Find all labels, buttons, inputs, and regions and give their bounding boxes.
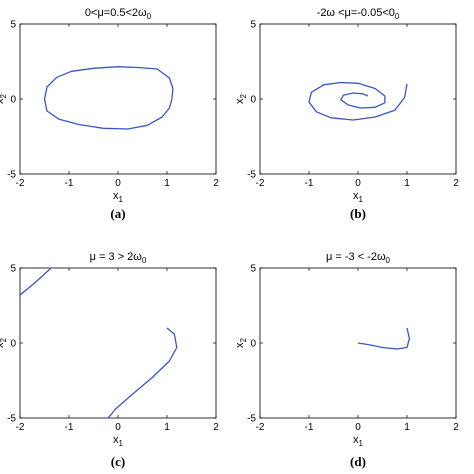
y-axis-label: x2 (0, 93, 8, 104)
x-tick-label: 1 (404, 178, 410, 189)
trajectory-line (20, 246, 72, 260)
axes-box (19, 267, 217, 419)
y-tick-label: -5 (247, 170, 256, 181)
x-tick-label: 1 (164, 178, 170, 189)
panel-caption: (c) (111, 454, 125, 469)
panel-title: μ = 3 > 2ω0 (90, 251, 147, 265)
x-tick-label: 2 (453, 178, 459, 189)
panel-title: μ = -3 < -2ω0 (326, 251, 391, 265)
panel-c: -2 -1 0 1 2 -5 0 5 x1 x2 μ = 3 > 2ω0 (c) (0, 238, 219, 469)
y-tick-label: 0 (250, 339, 256, 350)
y-tick-label: 5 (10, 20, 16, 31)
x-tick-label: -1 (305, 422, 314, 433)
panel-a: -2 -1 0 1 2 -5 0 5 x1 x2 0<μ=0.5<2ω0 (a) (0, 7, 219, 221)
x-tick-label: 0 (355, 178, 361, 189)
trajectory-line (357, 327, 411, 350)
trajectory-line (107, 327, 178, 418)
x-tick-label: 2 (453, 422, 459, 433)
trajectory-line (43, 66, 174, 130)
y-axis-label: x2 (234, 337, 248, 348)
x-tick-label: -1 (65, 178, 74, 189)
panel-caption: (d) (350, 454, 366, 469)
x-tick-label: 0 (115, 422, 121, 433)
x-tick-label: 2 (213, 422, 219, 433)
x-tick-label: -2 (16, 178, 25, 189)
x-axis-label: x1 (353, 434, 364, 448)
panel-caption: (a) (110, 206, 125, 221)
panel-d: -2 -1 0 1 2 -5 0 5 x1 x2 μ = -3 < -2ω0 (d) (234, 251, 459, 469)
y-axis-label: x2 (0, 337, 8, 348)
trajectory-line (20, 238, 64, 253)
x-axis-label: x1 (113, 190, 124, 204)
panel-caption: (b) (350, 206, 366, 221)
panel-b: -2 -1 0 1 2 -5 0 5 x1 x2 -2ω <μ=-0.05<00 (b) (234, 7, 459, 221)
y-tick-label: 5 (250, 264, 256, 275)
x-tick-label: -2 (16, 422, 25, 433)
y-axis-label: x2 (234, 93, 248, 104)
x-tick-label: -2 (256, 422, 265, 433)
x-axis-label: x1 (113, 434, 124, 448)
axes-box (19, 23, 217, 175)
x-tick-label: -1 (305, 178, 314, 189)
x-tick-label: -1 (65, 422, 74, 433)
y-tick-label: -5 (7, 170, 16, 181)
y-tick-label: 0 (250, 95, 256, 106)
y-tick-label: 0 (10, 95, 16, 106)
x-tick-label: 1 (404, 422, 410, 433)
y-tick-label: -5 (247, 414, 256, 425)
x-tick-label: 2 (213, 178, 219, 189)
trajectory-line (308, 81, 408, 121)
y-tick-label: 0 (10, 339, 16, 350)
x-tick-label: 0 (355, 422, 361, 433)
panel-title: 0<μ=0.5<2ω0 (85, 7, 152, 21)
x-tick-label: -2 (256, 178, 265, 189)
x-tick-label: 1 (164, 422, 170, 433)
panel-title: -2ω <μ=-0.05<00 (317, 7, 400, 21)
y-tick-label: 5 (250, 20, 256, 31)
trajectory-line (20, 247, 72, 262)
axes-box (259, 23, 457, 175)
y-tick-label: -5 (7, 414, 16, 425)
y-tick-label: 5 (10, 264, 16, 275)
x-axis-label: x1 (353, 190, 364, 204)
x-tick-label: 0 (115, 178, 121, 189)
trajectory-line (20, 268, 52, 296)
